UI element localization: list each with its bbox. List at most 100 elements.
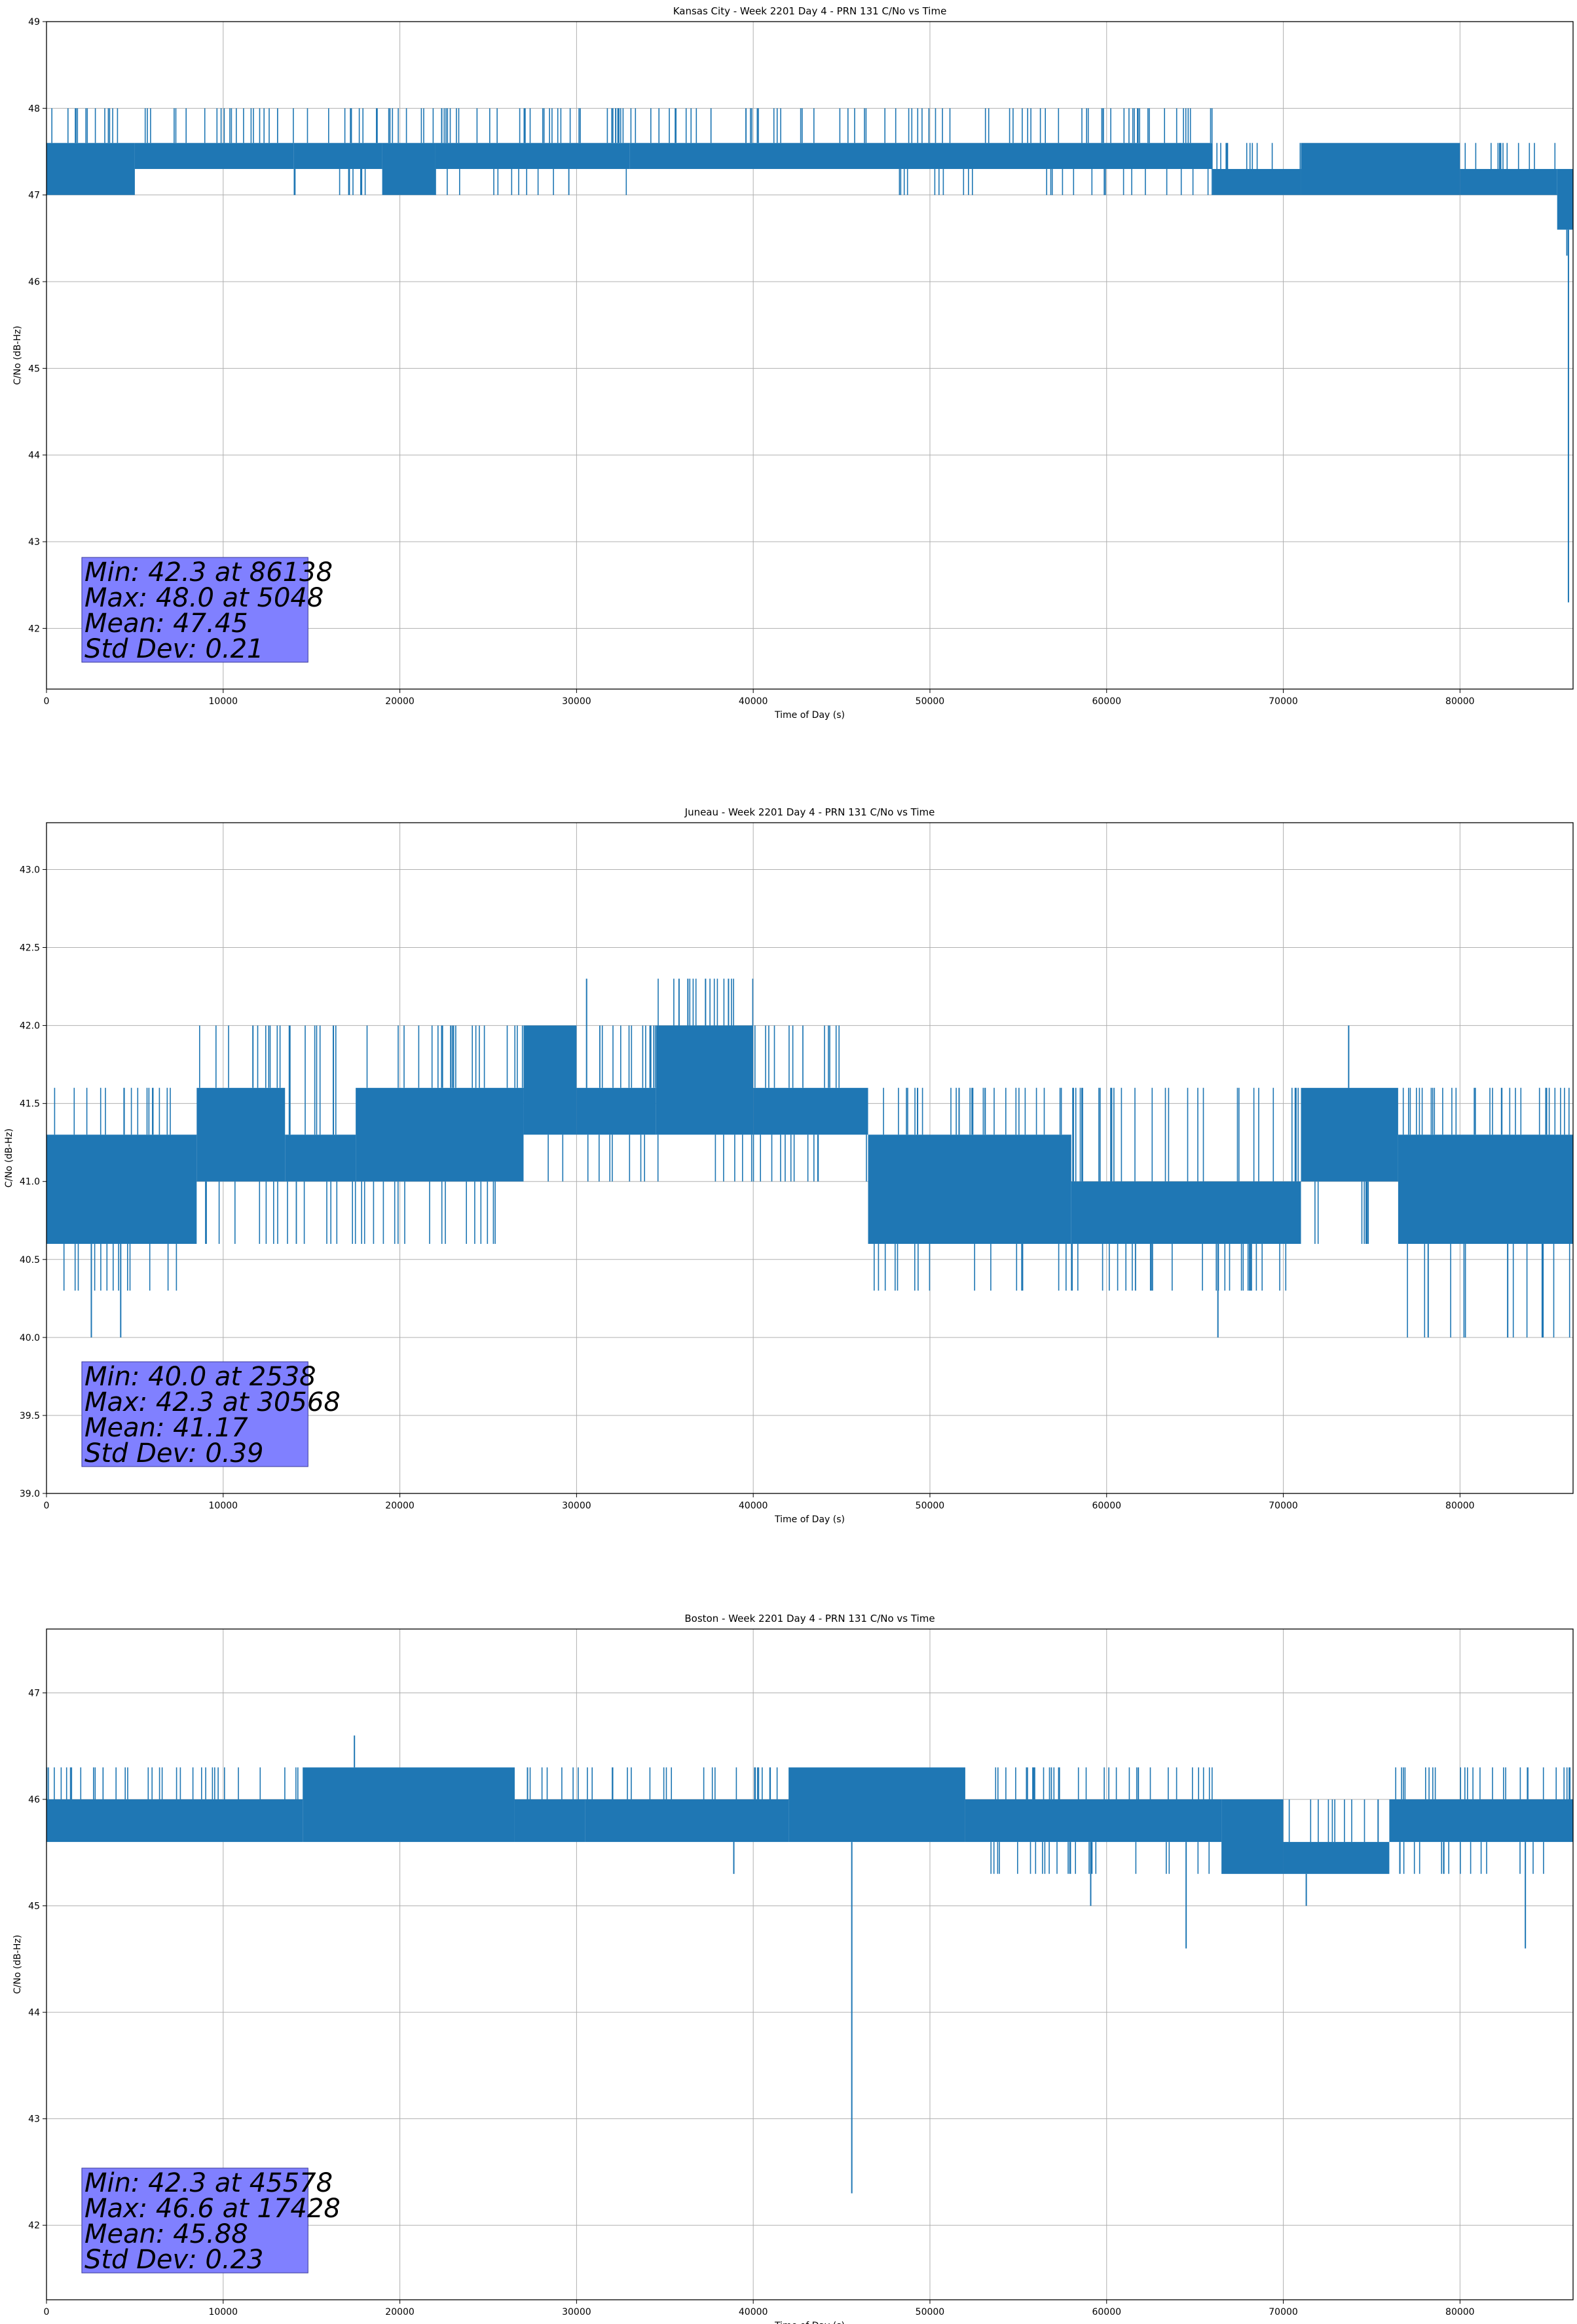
series-segment <box>46 1087 197 1291</box>
series-band <box>1301 143 1460 195</box>
series-band <box>285 1134 356 1182</box>
series-excursions <box>287 1025 356 1244</box>
series-excursions <box>587 1025 656 1182</box>
x-tick-label: 20000 <box>385 1501 415 1511</box>
series-band <box>46 1799 303 1843</box>
series-segment <box>46 1767 303 1843</box>
x-tick-label: 60000 <box>1092 696 1121 707</box>
y-tick-label: 44 <box>28 451 40 461</box>
stats-mean: Mean: 47.45 <box>84 609 248 639</box>
series-excursions <box>1288 1799 1379 1843</box>
x-tick-label: 50000 <box>916 1501 945 1511</box>
y-axis-label: C/No (dB-Hz) <box>12 326 23 384</box>
stats-box-background <box>81 1361 308 1467</box>
cno-series <box>46 108 1573 603</box>
y-tick-label: 48 <box>28 103 40 114</box>
series-band <box>303 1767 515 1843</box>
y-axis-label: C/No (dB-Hz) <box>4 1129 14 1188</box>
series-excursions <box>895 108 1213 195</box>
x-tick-label: 10000 <box>209 2307 238 2317</box>
chart-kansas-city-plot: Kansas City - Week 2201 Day 4 - PRN 131 … <box>12 5 1574 721</box>
series-segment <box>523 1025 577 1182</box>
stats-min: Min: 40.0 at 2538 <box>84 1362 316 1392</box>
stats-box-background <box>81 557 308 663</box>
series-segment <box>656 979 754 1182</box>
series-excursions <box>51 108 119 143</box>
y-axis-label: C/No (dB-Hz) <box>12 1935 23 1994</box>
x-tick-label: 70000 <box>1269 2307 1298 2317</box>
series-excursions <box>435 108 627 195</box>
series-segment <box>1283 1799 1390 1874</box>
series-segment <box>514 1767 585 1843</box>
y-tick-label: 43 <box>28 2114 40 2125</box>
series-segment <box>1398 1087 1573 1338</box>
series-excursions <box>657 979 754 1182</box>
series-excursions <box>144 108 294 143</box>
y-tick-label: 42.0 <box>20 1021 40 1032</box>
series-segment <box>285 1025 356 1244</box>
series-excursions <box>630 108 885 143</box>
stats-std: Std Dev: 0.23 <box>84 2245 264 2275</box>
grid-lines <box>46 1629 1573 2300</box>
series-segment <box>1212 143 1301 195</box>
x-tick-label: 20000 <box>385 696 415 707</box>
chart-juneau: Juneau - Week 2201 Day 4 - PRN 131 C/No … <box>0 775 1577 1550</box>
x-tick-label: 10000 <box>209 1501 238 1511</box>
stats-mean: Mean: 45.88 <box>84 2219 248 2249</box>
y-tick-label: 41.5 <box>20 1099 40 1110</box>
series-band <box>523 1025 577 1135</box>
series-excursions <box>1402 1087 1570 1338</box>
y-tick-label: 47 <box>28 1689 40 1699</box>
x-tick-label: 10000 <box>209 696 238 707</box>
plot-frame <box>46 822 1574 1494</box>
series-band <box>1283 1842 1390 1874</box>
y-tick-label: 41.0 <box>20 1177 40 1188</box>
series-excursions <box>361 1025 523 1244</box>
y-tick-label: 47 <box>28 191 40 201</box>
series-segment <box>1301 143 1460 195</box>
y-tick-label: 42 <box>28 624 40 634</box>
series-excursions <box>293 108 378 195</box>
series-segment <box>868 1087 1071 1291</box>
chart-title: Juneau - Week 2201 Day 4 - PRN 131 C/No … <box>684 806 935 818</box>
series-band <box>629 143 895 169</box>
series-excursions <box>587 1767 778 1800</box>
series-band <box>788 1767 965 1843</box>
series-segment <box>1557 168 1573 230</box>
series-segment <box>1301 1087 1398 1244</box>
x-tick-label: 0 <box>44 2307 50 2317</box>
series-excursions <box>1395 1767 1571 1874</box>
x-tick-label: 40000 <box>739 696 768 707</box>
series-band <box>1071 1181 1301 1244</box>
x-tick-label: 0 <box>44 1501 50 1511</box>
series-band <box>46 1134 197 1244</box>
stats-std: Std Dev: 0.21 <box>84 634 264 664</box>
chart-title: Kansas City - Week 2201 Day 4 - PRN 131 … <box>673 5 947 17</box>
stats-std: Std Dev: 0.39 <box>84 1438 264 1469</box>
x-tick-label: 80000 <box>1445 2307 1475 2317</box>
y-tick-label: 45 <box>28 364 40 374</box>
y-tick-label: 46 <box>28 1795 40 1805</box>
series-band <box>1221 1799 1284 1874</box>
series-band <box>585 1799 789 1843</box>
series-band <box>1398 1134 1573 1244</box>
x-tick-label: 70000 <box>1269 696 1298 707</box>
x-tick-label: 60000 <box>1092 1501 1121 1511</box>
y-tick-label: 43 <box>28 537 40 548</box>
series-band <box>1460 168 1557 195</box>
series-segment <box>134 108 294 169</box>
stats-max: Max: 42.3 at 30568 <box>84 1387 341 1417</box>
series-excursions <box>547 1134 564 1182</box>
series-segment <box>435 108 630 195</box>
stats-max: Max: 46.6 at 17428 <box>84 2194 341 2224</box>
x-axis-label: Time of Day (s) <box>774 710 845 721</box>
series-excursions <box>199 1025 281 1244</box>
series-segment <box>1389 1767 1573 1874</box>
x-axis-label: Time of Day (s) <box>774 2321 845 2324</box>
series-band <box>576 1087 656 1135</box>
series-segment <box>629 108 895 169</box>
cno-series <box>46 1735 1573 2194</box>
series-segment <box>382 108 436 195</box>
